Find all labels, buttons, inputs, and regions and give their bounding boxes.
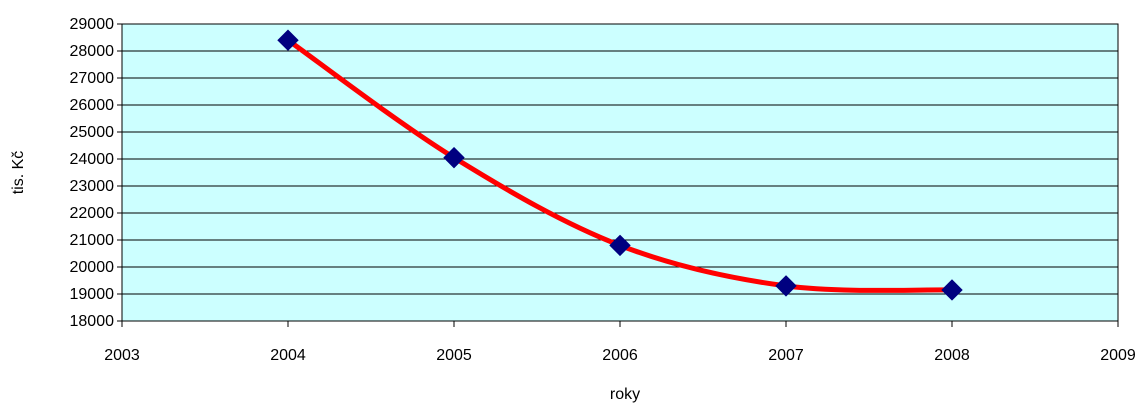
series — [277, 29, 963, 301]
data-point-2004 — [277, 29, 299, 51]
data-point-2008 — [941, 279, 963, 301]
y-tick-label-28000: 28000 — [70, 43, 115, 60]
x-tick-label-2005: 2005 — [436, 347, 472, 364]
y-tick-label-18000: 18000 — [70, 313, 115, 330]
x-tick-label-2004: 2004 — [270, 347, 306, 364]
gridlines — [122, 23, 1118, 295]
data-point-2006 — [609, 234, 631, 257]
y-tick-label-29000: 29000 — [70, 16, 115, 33]
x-tick-label-2003: 2003 — [104, 347, 140, 364]
x-tick-label-2007: 2007 — [768, 347, 804, 364]
y-tick-label-19000: 19000 — [70, 286, 115, 303]
y-tick-label-22000: 22000 — [70, 205, 115, 222]
x-tick-label-2009: 2009 — [1100, 347, 1136, 364]
y-tick-label-21000: 21000 — [70, 232, 115, 249]
data-point-2005 — [443, 146, 465, 169]
x-tick-label-2008: 2008 — [934, 347, 970, 364]
x-axis-title: roky — [610, 386, 640, 403]
data-point-2007 — [775, 275, 797, 297]
tick-labels: 18000 19000 20000 21000 22000 23000 24000 25000… — [70, 16, 1136, 364]
y-tick-label-20000: 20000 — [70, 259, 115, 276]
y-tick-label-25000: 25000 — [70, 124, 115, 141]
plot-area — [121, 23, 1119, 322]
y-tick-label-24000: 24000 — [70, 151, 115, 168]
axes — [117, 23, 1119, 327]
y-tick-label-23000: 23000 — [70, 178, 115, 195]
y-tick-label-27000: 27000 — [70, 70, 115, 87]
y-tick-label-26000: 26000 — [70, 97, 115, 114]
y-axis-title: tis. Kč — [10, 151, 27, 195]
x-tick-label-2006: 2006 — [602, 347, 638, 364]
